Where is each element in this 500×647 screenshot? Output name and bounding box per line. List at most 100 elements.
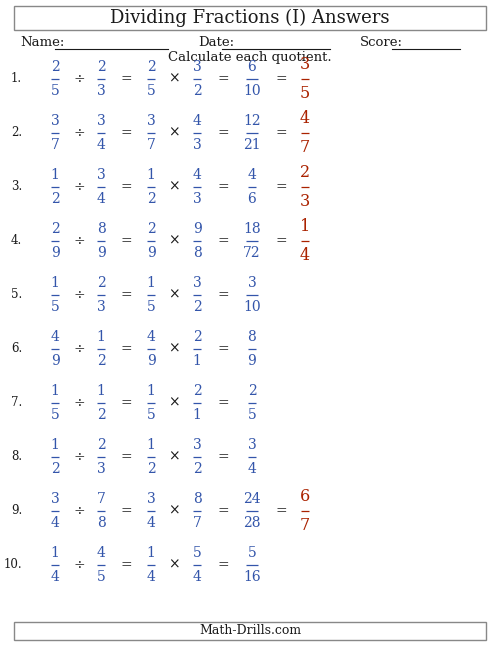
Text: =: = (217, 234, 229, 248)
Text: 2: 2 (50, 222, 59, 236)
Text: ×: × (168, 72, 180, 86)
Text: ÷: ÷ (73, 450, 85, 464)
Text: ÷: ÷ (73, 504, 85, 518)
Text: 3: 3 (192, 276, 202, 290)
Text: 9: 9 (50, 354, 59, 368)
Text: 8: 8 (96, 222, 106, 236)
Text: 5: 5 (192, 546, 202, 560)
Text: 6: 6 (300, 488, 310, 505)
Text: ÷: ÷ (73, 288, 85, 302)
Text: 3.: 3. (11, 181, 22, 193)
Text: 3: 3 (50, 114, 59, 128)
Text: 3: 3 (146, 114, 156, 128)
Text: =: = (120, 72, 132, 86)
Text: 1: 1 (50, 384, 59, 398)
Text: 9: 9 (96, 247, 106, 260)
Text: =: = (120, 126, 132, 140)
Text: 24: 24 (243, 492, 261, 506)
Text: 8: 8 (248, 330, 256, 344)
Text: 8: 8 (192, 247, 202, 260)
Text: 2: 2 (248, 384, 256, 398)
Text: 4: 4 (146, 516, 156, 530)
Text: 2: 2 (50, 60, 59, 74)
Text: ×: × (168, 504, 180, 518)
Text: 4.: 4. (11, 234, 22, 248)
Text: 1: 1 (146, 276, 156, 290)
Text: =: = (217, 180, 229, 194)
Text: =: = (217, 342, 229, 356)
Text: =: = (217, 396, 229, 410)
Text: 4: 4 (192, 114, 202, 128)
Text: 3: 3 (50, 492, 59, 506)
Text: =: = (120, 288, 132, 302)
Text: 5: 5 (248, 546, 256, 560)
Text: 10.: 10. (4, 558, 22, 571)
Text: 5: 5 (50, 408, 59, 422)
Text: 3: 3 (192, 438, 202, 452)
Text: 3: 3 (192, 192, 202, 206)
Text: 4: 4 (50, 516, 59, 530)
Text: 1: 1 (50, 546, 59, 560)
Text: 2: 2 (192, 330, 202, 344)
Text: 2: 2 (50, 192, 59, 206)
Text: ×: × (168, 450, 180, 464)
Text: ÷: ÷ (73, 234, 85, 248)
Text: 7: 7 (300, 517, 310, 534)
Text: 3: 3 (192, 138, 202, 152)
Text: =: = (120, 396, 132, 410)
Text: 7.: 7. (11, 397, 22, 410)
Text: 3: 3 (300, 56, 310, 73)
Text: 2: 2 (146, 192, 156, 206)
Text: 1: 1 (96, 330, 106, 344)
Text: 12: 12 (243, 114, 261, 128)
Text: 5: 5 (146, 408, 156, 422)
Text: 2: 2 (192, 300, 202, 314)
Text: 2: 2 (300, 164, 310, 181)
Text: ×: × (168, 558, 180, 572)
Text: 4: 4 (248, 462, 256, 476)
Text: 9: 9 (192, 222, 202, 236)
Text: 2: 2 (96, 408, 106, 422)
Text: Math-Drills.com: Math-Drills.com (199, 624, 301, 637)
Text: 7: 7 (50, 138, 59, 152)
Text: 4: 4 (192, 168, 202, 182)
Text: =: = (217, 450, 229, 464)
Text: ÷: ÷ (73, 342, 85, 356)
Text: 3: 3 (96, 84, 106, 98)
Text: 6.: 6. (11, 342, 22, 355)
Text: 2: 2 (96, 438, 106, 452)
Text: 1: 1 (50, 168, 59, 182)
Text: 3: 3 (146, 492, 156, 506)
Text: 6: 6 (248, 60, 256, 74)
Text: 2: 2 (50, 462, 59, 476)
Text: 5: 5 (300, 85, 310, 102)
Text: 2: 2 (96, 60, 106, 74)
Text: 4: 4 (146, 570, 156, 584)
Text: 8: 8 (192, 492, 202, 506)
Text: 28: 28 (243, 516, 261, 530)
Text: ×: × (168, 288, 180, 302)
Text: ×: × (168, 126, 180, 140)
Text: 9: 9 (146, 354, 156, 368)
Text: 3: 3 (96, 462, 106, 476)
Text: 5: 5 (146, 300, 156, 314)
Text: 2: 2 (146, 462, 156, 476)
Text: =: = (120, 342, 132, 356)
Text: 1: 1 (96, 384, 106, 398)
Text: 4: 4 (300, 110, 310, 127)
Text: 4: 4 (50, 570, 59, 584)
Text: ÷: ÷ (73, 396, 85, 410)
Text: 3: 3 (96, 300, 106, 314)
Text: 18: 18 (243, 222, 261, 236)
Text: 2: 2 (146, 222, 156, 236)
Text: 2: 2 (192, 462, 202, 476)
Text: 5: 5 (50, 84, 59, 98)
Text: Name:: Name: (20, 36, 64, 50)
Text: 1: 1 (192, 408, 202, 422)
Text: 3: 3 (192, 60, 202, 74)
Text: =: = (217, 558, 229, 572)
Text: 1: 1 (146, 384, 156, 398)
Text: =: = (275, 234, 287, 248)
Text: ÷: ÷ (73, 72, 85, 86)
Text: 5: 5 (96, 570, 106, 584)
